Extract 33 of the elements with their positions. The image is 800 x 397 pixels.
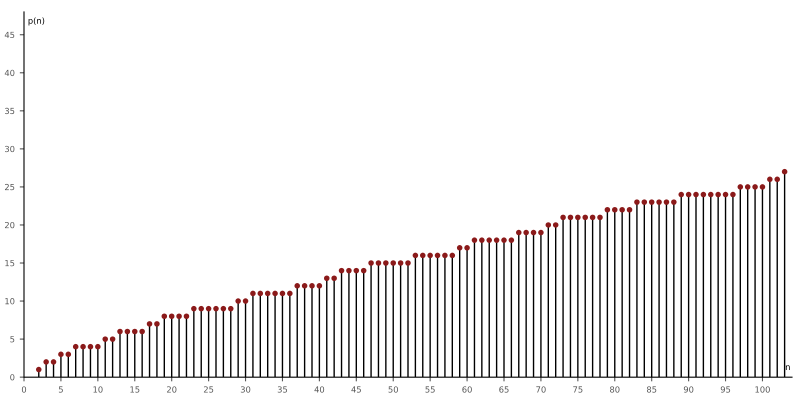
y-tick-label: 20 — [4, 222, 14, 228]
x-tick-label: 0 — [22, 386, 26, 393]
x-tick-label: 100 — [755, 386, 770, 393]
x-tick-label: 70 — [536, 386, 546, 393]
x-tick-label: 95 — [720, 386, 730, 393]
x-tick-label: 85 — [646, 386, 656, 393]
x-tick-label: 5 — [58, 386, 63, 393]
y-tick-label: 35 — [5, 108, 14, 114]
x-axis-title: n — [786, 365, 790, 370]
x-tick-label: 45 — [351, 386, 361, 393]
y-tick-label: 25 — [4, 184, 14, 190]
x-tick-label: 55 — [425, 386, 435, 393]
x-tick-label: 10 — [93, 386, 103, 393]
x-tick-label: 90 — [684, 386, 694, 393]
x-tick-label: 20 — [167, 386, 176, 393]
y-tick-label: 0 — [10, 374, 14, 380]
x-tick-label: 35 — [278, 386, 288, 393]
x-tick-label: 50 — [388, 386, 398, 393]
x-tick-label: 75 — [573, 386, 582, 393]
y-tick-label: 10 — [5, 298, 14, 304]
x-tick-label: 80 — [610, 386, 620, 393]
x-tick-label: 25 — [204, 386, 214, 393]
y-tick-label: 15 — [5, 260, 14, 266]
y-tick-label: 40 — [4, 70, 14, 76]
x-tick-label: 60 — [462, 386, 472, 393]
y-tick-label: 30 — [5, 146, 14, 152]
y-tick-label: 5 — [10, 336, 14, 342]
x-tick-label: 40 — [314, 386, 324, 393]
y-tick-label: 45 — [4, 32, 14, 38]
y-axis-title: p(n) — [28, 17, 44, 26]
x-tick-label: 15 — [130, 386, 140, 393]
x-tick-label: 65 — [499, 386, 509, 393]
x-tick-label: 30 — [240, 386, 250, 393]
